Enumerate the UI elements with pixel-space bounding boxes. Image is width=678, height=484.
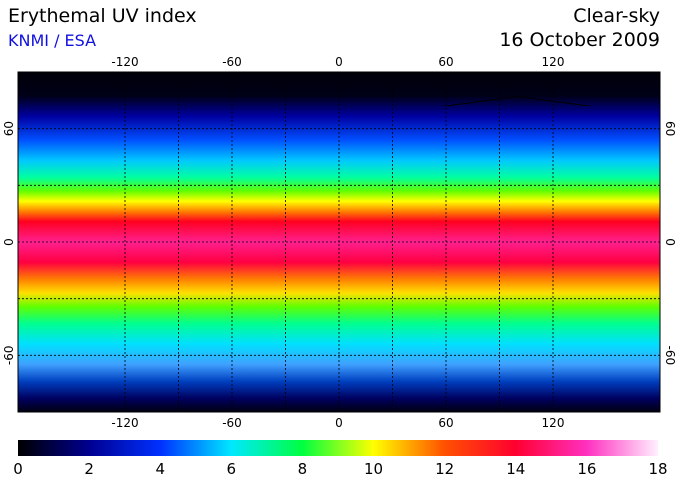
colorbar-label: 16	[577, 460, 596, 478]
colorbar-label: 18	[648, 460, 667, 478]
lon-label-top: -120	[111, 55, 138, 69]
lat-label-right: -60	[663, 346, 677, 366]
lat-label-left: 0	[2, 238, 16, 246]
lon-label-bottom: 120	[542, 416, 565, 430]
title: Erythemal UV index	[8, 5, 197, 27]
map-frame	[17, 71, 661, 413]
lon-label-top: 60	[438, 55, 453, 69]
date: 16 October 2009	[499, 29, 660, 51]
colorbar	[18, 440, 658, 456]
colorbar-label: 14	[506, 460, 525, 478]
lat-label-left: 60	[2, 121, 16, 136]
lat-label-right: 60	[663, 121, 677, 136]
source: KNMI / ESA	[8, 31, 96, 50]
lat-label-right: 0	[663, 238, 677, 246]
lon-label-bottom: -60	[222, 416, 242, 430]
colorbar-label: 6	[227, 460, 237, 478]
colorbar-label: 2	[84, 460, 94, 478]
colorbar-label: 0	[13, 460, 23, 478]
sky: Clear-sky	[573, 5, 660, 27]
colorbar-label: 12	[435, 460, 454, 478]
lat-label-left: -60	[2, 346, 16, 366]
colorbar-label: 4	[155, 460, 165, 478]
lon-label-bottom: 0	[335, 416, 343, 430]
lon-label-bottom: 60	[438, 416, 453, 430]
lon-label-top: -60	[222, 55, 242, 69]
lon-label-top: 0	[335, 55, 343, 69]
lon-label-top: 120	[542, 55, 565, 69]
colorbar-label: 10	[364, 460, 383, 478]
lon-label-bottom: -120	[111, 416, 138, 430]
colorbar-label: 8	[298, 460, 308, 478]
